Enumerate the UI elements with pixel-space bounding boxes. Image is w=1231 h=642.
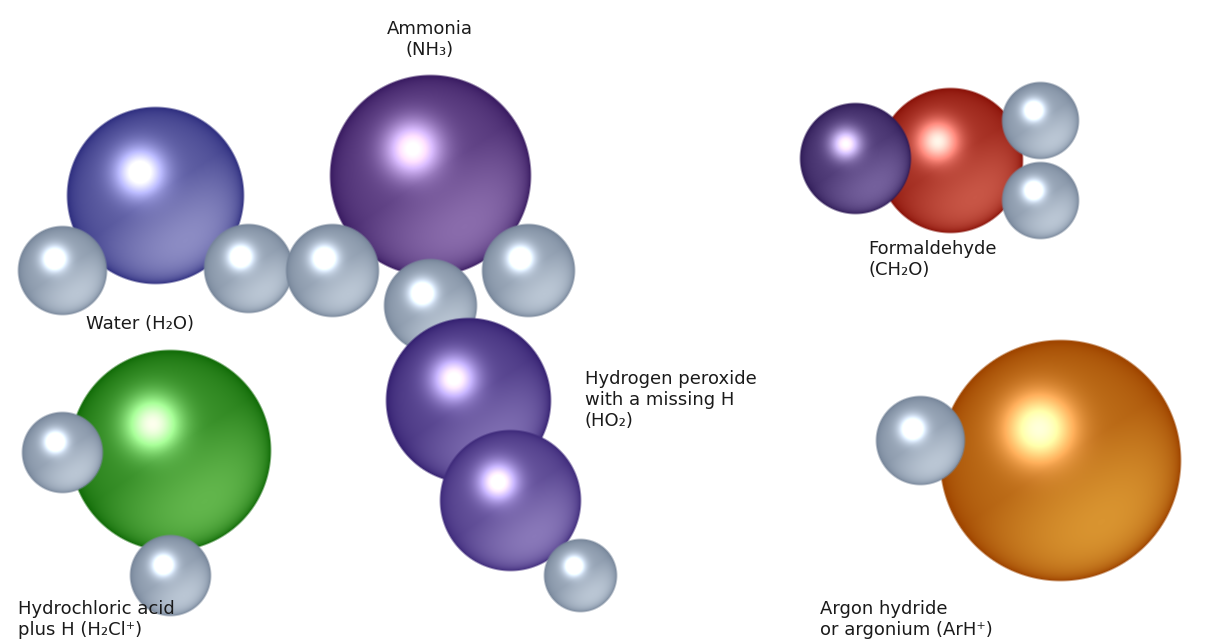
Text: Formaldehyde
(CH₂O): Formaldehyde (CH₂O) (868, 240, 997, 279)
Text: Water (H₂O): Water (H₂O) (86, 315, 194, 333)
Text: Hydrogen peroxide
with a missing H
(HO₂): Hydrogen peroxide with a missing H (HO₂) (585, 370, 757, 429)
Text: Argon hydride
or argonium (ArH⁺): Argon hydride or argonium (ArH⁺) (820, 600, 992, 639)
Text: Hydrochloric acid
plus H (H₂Cl⁺): Hydrochloric acid plus H (H₂Cl⁺) (18, 600, 175, 639)
Text: Ammonia
(NH₃): Ammonia (NH₃) (387, 20, 473, 59)
